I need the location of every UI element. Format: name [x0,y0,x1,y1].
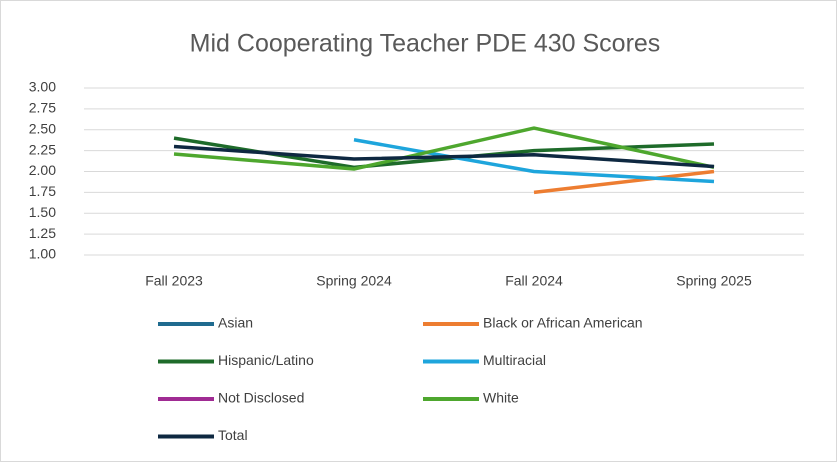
series-line [353,138,715,184]
y-tick-label: 1.25 [29,225,56,241]
x-tick-label: Fall 2024 [505,273,563,289]
y-tick-label: 2.00 [29,162,56,178]
y-tick-label: 1.50 [29,204,56,220]
y-tick-label: 3.00 [29,79,56,95]
y-tick-label: 1.00 [29,246,56,262]
y-tick-label: 1.75 [29,183,56,199]
y-tick-label: 2.25 [29,141,56,157]
chart-title: Mid Cooperating Teacher PDE 430 Scores [190,30,661,58]
legend-label: Total [218,427,248,443]
legend-label: Hispanic/Latino [218,352,314,368]
x-tick-label: Spring 2024 [316,273,392,289]
series-line [173,144,715,169]
legend-label: Not Disclosed [218,390,304,406]
y-tick-label: 2.75 [29,100,56,116]
y-tick-label: 2.50 [29,120,56,136]
series-line [533,169,715,195]
legend-label: Asian [218,315,253,331]
x-tick-label: Fall 2023 [145,273,203,289]
legend-label: Multiracial [483,352,546,368]
legend-label: Black or African American [483,315,643,331]
legend-label: White [483,390,519,406]
series-line [173,126,715,171]
x-tick-label: Spring 2025 [676,273,752,289]
